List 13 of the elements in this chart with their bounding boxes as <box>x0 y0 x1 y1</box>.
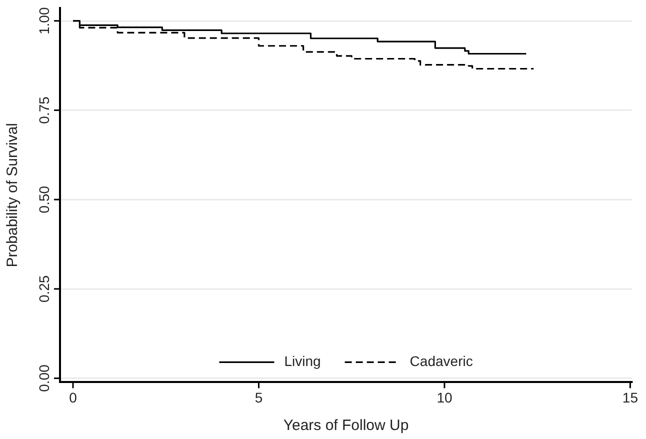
y-tick-label: 1.00 <box>36 7 52 34</box>
x-tick-label: 0 <box>69 389 78 406</box>
x-tick-label: 10 <box>436 389 452 406</box>
legend-label: Cadaveric <box>410 353 473 370</box>
y-axis-title: Probability of Survival <box>4 122 22 268</box>
x-axis-title: Years of Follow Up <box>283 417 409 434</box>
y-tick-label: 0.00 <box>36 364 52 392</box>
y-tick-label: 0.25 <box>36 275 52 303</box>
x-tick-label: 15 <box>622 389 638 406</box>
x-tick-label: 5 <box>254 389 263 406</box>
y-tick-label: 0.50 <box>36 186 52 214</box>
y-tick-label: 0.75 <box>36 96 52 124</box>
legend-label: Living <box>284 353 321 370</box>
